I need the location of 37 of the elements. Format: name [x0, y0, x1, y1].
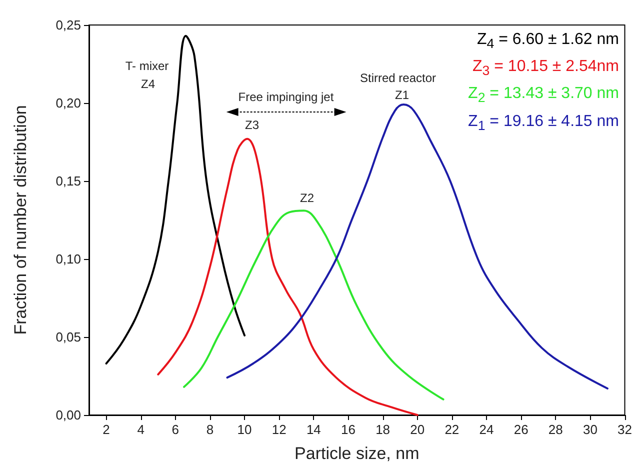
x-tick-label: 6 [172, 422, 180, 437]
y-tick-label: 0,20 [56, 96, 81, 110]
x-tick-label: 28 [548, 422, 563, 437]
line-series [183, 210, 444, 400]
x-tick-label: 10 [237, 422, 252, 437]
x-tick-label: 26 [514, 422, 528, 437]
text: Z$_{1}$ = 19.16 ± 4.15 nm [468, 112, 619, 135]
x-tick-label: 12 [272, 422, 286, 437]
annotation: Z1 [394, 88, 410, 102]
annotation: T- mixer [125, 59, 169, 73]
y-axis-title: Fraction of number distribution [11, 105, 30, 335]
annotation: Z2 [300, 191, 314, 205]
x-tick-label: 4 [137, 422, 144, 437]
y-tick-label: 0,05 [56, 330, 81, 344]
x-tick-label: 16 [341, 422, 356, 437]
annotation: Z3 [244, 118, 260, 132]
y-tick-label: 0,10 [56, 252, 81, 266]
x-tick-label: 8 [206, 422, 214, 437]
y-tick-label: 0,00 [56, 408, 81, 422]
line-series [157, 138, 418, 416]
x-tick-label: 2 [102, 422, 110, 437]
y-tick-label: 0,25 [56, 18, 81, 32]
x-tick-label: 20 [410, 422, 425, 437]
x-tick-label: 30 [582, 422, 598, 437]
x-tick-label: 24 [479, 422, 494, 437]
annotation: Stirred reactor [360, 71, 436, 85]
text: Z$_{4}$ = 6.60 ± 1.62 nm [476, 30, 619, 54]
x-tick-label: 18 [376, 422, 390, 437]
x-tick-label: 32 [618, 422, 632, 437]
y-tick-label: 0,15 [56, 174, 81, 188]
annotation: Free impinging jet [238, 90, 334, 104]
text: Z$_{2}$ = 13.43 ± 3.70 nm [468, 84, 619, 108]
x-tick-label: 22 [444, 422, 460, 437]
x-tick-label: 14 [306, 422, 321, 437]
text: Z$_{3}$ = 10.15 ± 2.54nm [471, 57, 619, 80]
annotation: Z4 [140, 77, 156, 91]
x-axis-title: Particle size, nm [294, 444, 420, 463]
